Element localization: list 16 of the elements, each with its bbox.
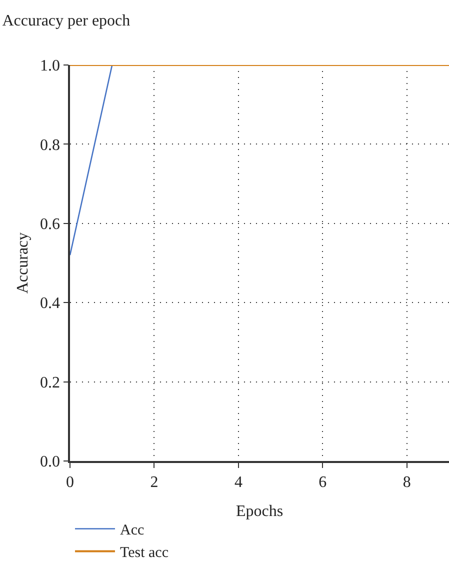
y-tick-label: 0.4 [40,295,60,312]
y-tick-label: 1.0 [40,58,60,75]
y-tick-label: 0.2 [40,374,60,392]
y-axis-title: Accuracy [14,232,32,294]
y-tick-label: 0.0 [40,454,60,471]
x-tick-label: 6 [318,474,327,491]
legend-label: Test acc [120,545,169,562]
y-tick-label: 0.8 [40,136,60,154]
x-tick-label: 8 [402,474,411,491]
chart-title: Accuracy per epoch [2,12,130,30]
y-tick-label: 0.6 [40,216,60,233]
x-tick-label: 0 [66,474,74,491]
x-axis-title: Epochs [236,503,284,520]
x-tick-label: 2 [150,474,158,491]
legend-label: Acc [120,522,144,539]
x-tick-label: 4 [234,474,242,491]
